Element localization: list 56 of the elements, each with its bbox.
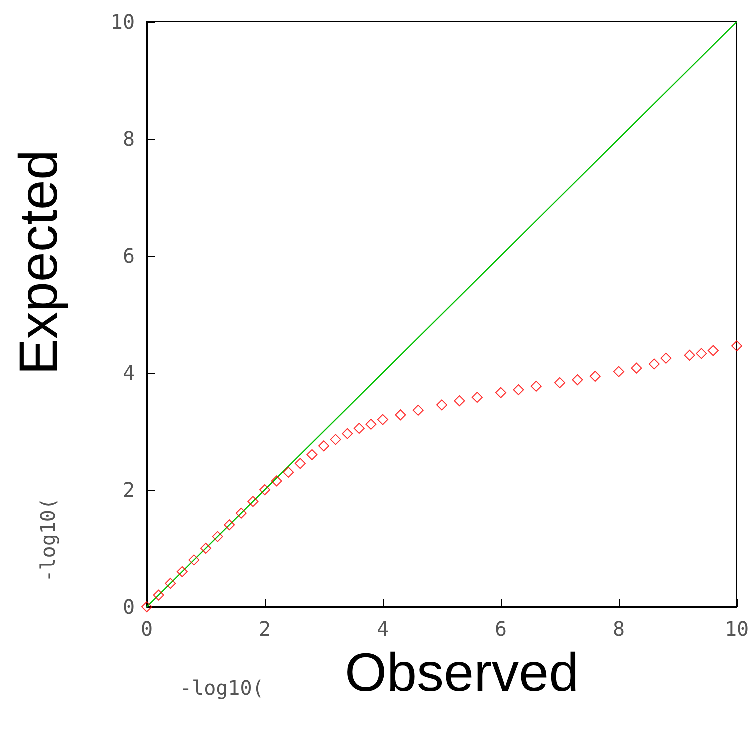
x-axis-title: -log10( xyxy=(180,676,264,700)
point xyxy=(342,428,354,440)
y-tick-label: 2 xyxy=(122,478,135,502)
point xyxy=(454,396,466,407)
point xyxy=(614,366,624,378)
point xyxy=(648,358,660,370)
point xyxy=(696,348,708,360)
point xyxy=(530,380,542,392)
x-tick-label: 4 xyxy=(376,617,390,641)
point xyxy=(236,508,247,519)
y-tick-label: 6 xyxy=(122,244,135,268)
point xyxy=(260,484,270,496)
point xyxy=(572,374,584,386)
point xyxy=(631,362,642,374)
point xyxy=(271,476,282,487)
point xyxy=(366,418,377,430)
point xyxy=(554,377,566,388)
point xyxy=(496,387,506,398)
text: Observed xyxy=(345,643,580,703)
point xyxy=(708,345,719,356)
point xyxy=(330,434,342,446)
x-tick-label: 10 xyxy=(724,617,750,641)
point xyxy=(395,410,406,421)
point xyxy=(200,543,212,554)
point xyxy=(472,392,483,404)
point xyxy=(436,400,448,411)
point xyxy=(224,520,236,531)
y-tick-label: 10 xyxy=(110,10,135,34)
x-tick-label: 2 xyxy=(258,617,272,641)
x-tick-label: 6 xyxy=(494,617,508,641)
point xyxy=(306,449,318,460)
point xyxy=(513,384,524,396)
point xyxy=(660,352,672,364)
point xyxy=(188,554,200,566)
y-tick-label: 8 xyxy=(122,127,135,151)
point xyxy=(294,458,306,470)
y-axis-title: -log10( xyxy=(36,498,60,582)
point xyxy=(412,404,424,416)
point xyxy=(732,340,742,352)
point xyxy=(590,371,601,382)
point xyxy=(283,466,294,478)
y-tick-label: 4 xyxy=(122,361,135,385)
x-tick-label: 0 xyxy=(140,617,154,641)
point xyxy=(318,440,330,452)
point xyxy=(176,566,188,578)
point xyxy=(248,496,259,508)
text: Expected xyxy=(9,150,69,376)
point xyxy=(153,590,164,601)
point xyxy=(212,531,224,542)
point xyxy=(165,578,176,590)
y-tick-label: 0 xyxy=(122,595,135,619)
point xyxy=(684,350,696,361)
point xyxy=(354,423,365,434)
x-tick-label: 8 xyxy=(612,617,626,641)
point xyxy=(142,602,152,612)
point xyxy=(378,414,388,426)
